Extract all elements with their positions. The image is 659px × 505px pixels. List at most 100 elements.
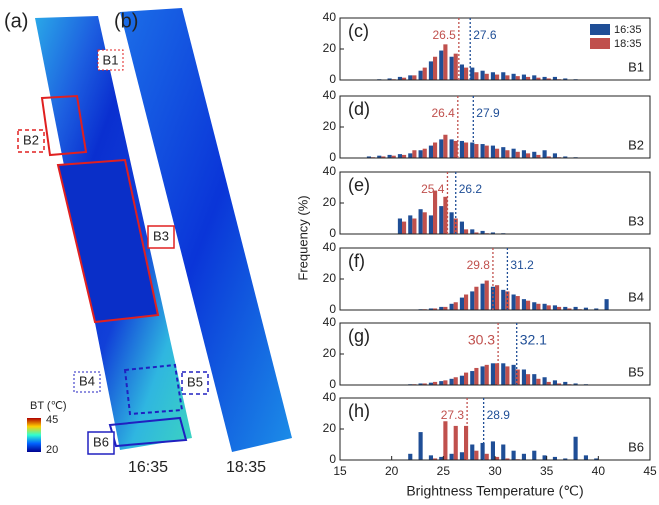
bar bbox=[439, 206, 444, 234]
bar bbox=[474, 72, 479, 80]
bar bbox=[526, 153, 531, 158]
panel-label: (d) bbox=[348, 99, 370, 119]
mean-label: 26.5 bbox=[432, 28, 456, 42]
y-tick-label: 0 bbox=[329, 72, 336, 86]
bar bbox=[511, 148, 516, 158]
bar bbox=[563, 458, 568, 460]
region-tag bbox=[87, 431, 115, 455]
mean-label: 30.3 bbox=[468, 332, 495, 348]
bar bbox=[470, 229, 475, 234]
bar bbox=[594, 308, 599, 310]
bar bbox=[480, 144, 485, 158]
y-tick-label: 0 bbox=[329, 150, 336, 164]
bar bbox=[412, 218, 417, 234]
bar bbox=[501, 363, 506, 385]
bar bbox=[490, 232, 495, 234]
bar bbox=[453, 53, 458, 80]
bar bbox=[542, 150, 547, 158]
bar bbox=[397, 218, 402, 234]
region-tag bbox=[17, 129, 45, 153]
mean-label: 26.4 bbox=[431, 106, 455, 120]
bar bbox=[563, 381, 568, 385]
bar bbox=[583, 455, 588, 460]
bar bbox=[573, 383, 578, 385]
bar bbox=[495, 285, 500, 310]
region-tag bbox=[181, 371, 209, 395]
region-label: B4 bbox=[79, 373, 95, 388]
bar bbox=[439, 139, 444, 158]
bar bbox=[418, 432, 423, 460]
bar bbox=[495, 74, 500, 80]
bar bbox=[563, 156, 568, 158]
mean-label: 27.3 bbox=[441, 408, 465, 422]
bar bbox=[542, 455, 547, 460]
bar bbox=[449, 139, 454, 158]
bar bbox=[422, 212, 427, 234]
plot-frame bbox=[339, 171, 651, 235]
bar bbox=[470, 444, 475, 460]
bar bbox=[521, 299, 526, 310]
x-tick-label: 45 bbox=[643, 464, 657, 478]
bar bbox=[480, 366, 485, 385]
bar bbox=[557, 383, 562, 385]
mean-label: 32.1 bbox=[520, 332, 547, 348]
bar bbox=[418, 70, 423, 80]
bar bbox=[532, 374, 537, 385]
bar bbox=[433, 381, 438, 385]
bar bbox=[480, 442, 485, 460]
colorbar-max: 45 bbox=[46, 414, 58, 426]
time-label: 16:35 bbox=[128, 459, 168, 476]
bar bbox=[552, 380, 557, 385]
bar bbox=[573, 306, 578, 310]
legend-label: 18:35 bbox=[614, 38, 642, 50]
bar bbox=[449, 378, 454, 385]
bar bbox=[422, 67, 427, 80]
bar bbox=[402, 154, 407, 158]
region-label: B1 bbox=[628, 59, 644, 74]
bar bbox=[495, 456, 500, 460]
bar bbox=[464, 372, 469, 385]
bar bbox=[484, 145, 489, 158]
legend-swatch bbox=[590, 24, 610, 35]
bar bbox=[459, 375, 464, 385]
bar bbox=[408, 215, 413, 234]
bar bbox=[408, 75, 413, 80]
bar bbox=[470, 371, 475, 385]
bar bbox=[521, 74, 526, 80]
region-label: B3 bbox=[153, 228, 169, 243]
bar bbox=[443, 421, 448, 460]
bar bbox=[495, 363, 500, 385]
bar bbox=[490, 145, 495, 158]
bar bbox=[449, 453, 454, 460]
bar bbox=[428, 455, 433, 460]
bar bbox=[515, 151, 520, 158]
x-tick-label: 40 bbox=[592, 464, 606, 478]
bar bbox=[408, 153, 413, 158]
legend-label: 16:35 bbox=[614, 24, 642, 36]
bar bbox=[526, 374, 531, 385]
panel-label: (h) bbox=[348, 401, 370, 421]
bar bbox=[439, 381, 444, 385]
bar bbox=[439, 50, 444, 80]
bar bbox=[526, 76, 531, 80]
y-axis-label: Frequency (%) bbox=[295, 195, 310, 280]
bar bbox=[428, 61, 433, 80]
bar bbox=[464, 425, 469, 460]
bar bbox=[428, 145, 433, 158]
bar bbox=[449, 212, 454, 234]
bar bbox=[443, 380, 448, 385]
bar bbox=[532, 151, 537, 158]
bar bbox=[490, 363, 495, 385]
bar bbox=[546, 305, 551, 310]
bar bbox=[453, 140, 458, 158]
bar bbox=[464, 67, 469, 80]
mean-label: 25.4 bbox=[421, 182, 445, 196]
bar bbox=[387, 154, 392, 158]
bar bbox=[480, 70, 485, 80]
y-tick-label: 0 bbox=[329, 452, 336, 466]
bar bbox=[387, 78, 392, 80]
bar bbox=[501, 147, 506, 158]
bar bbox=[546, 78, 551, 80]
y-tick-label: 20 bbox=[323, 195, 337, 209]
bar bbox=[552, 76, 557, 80]
